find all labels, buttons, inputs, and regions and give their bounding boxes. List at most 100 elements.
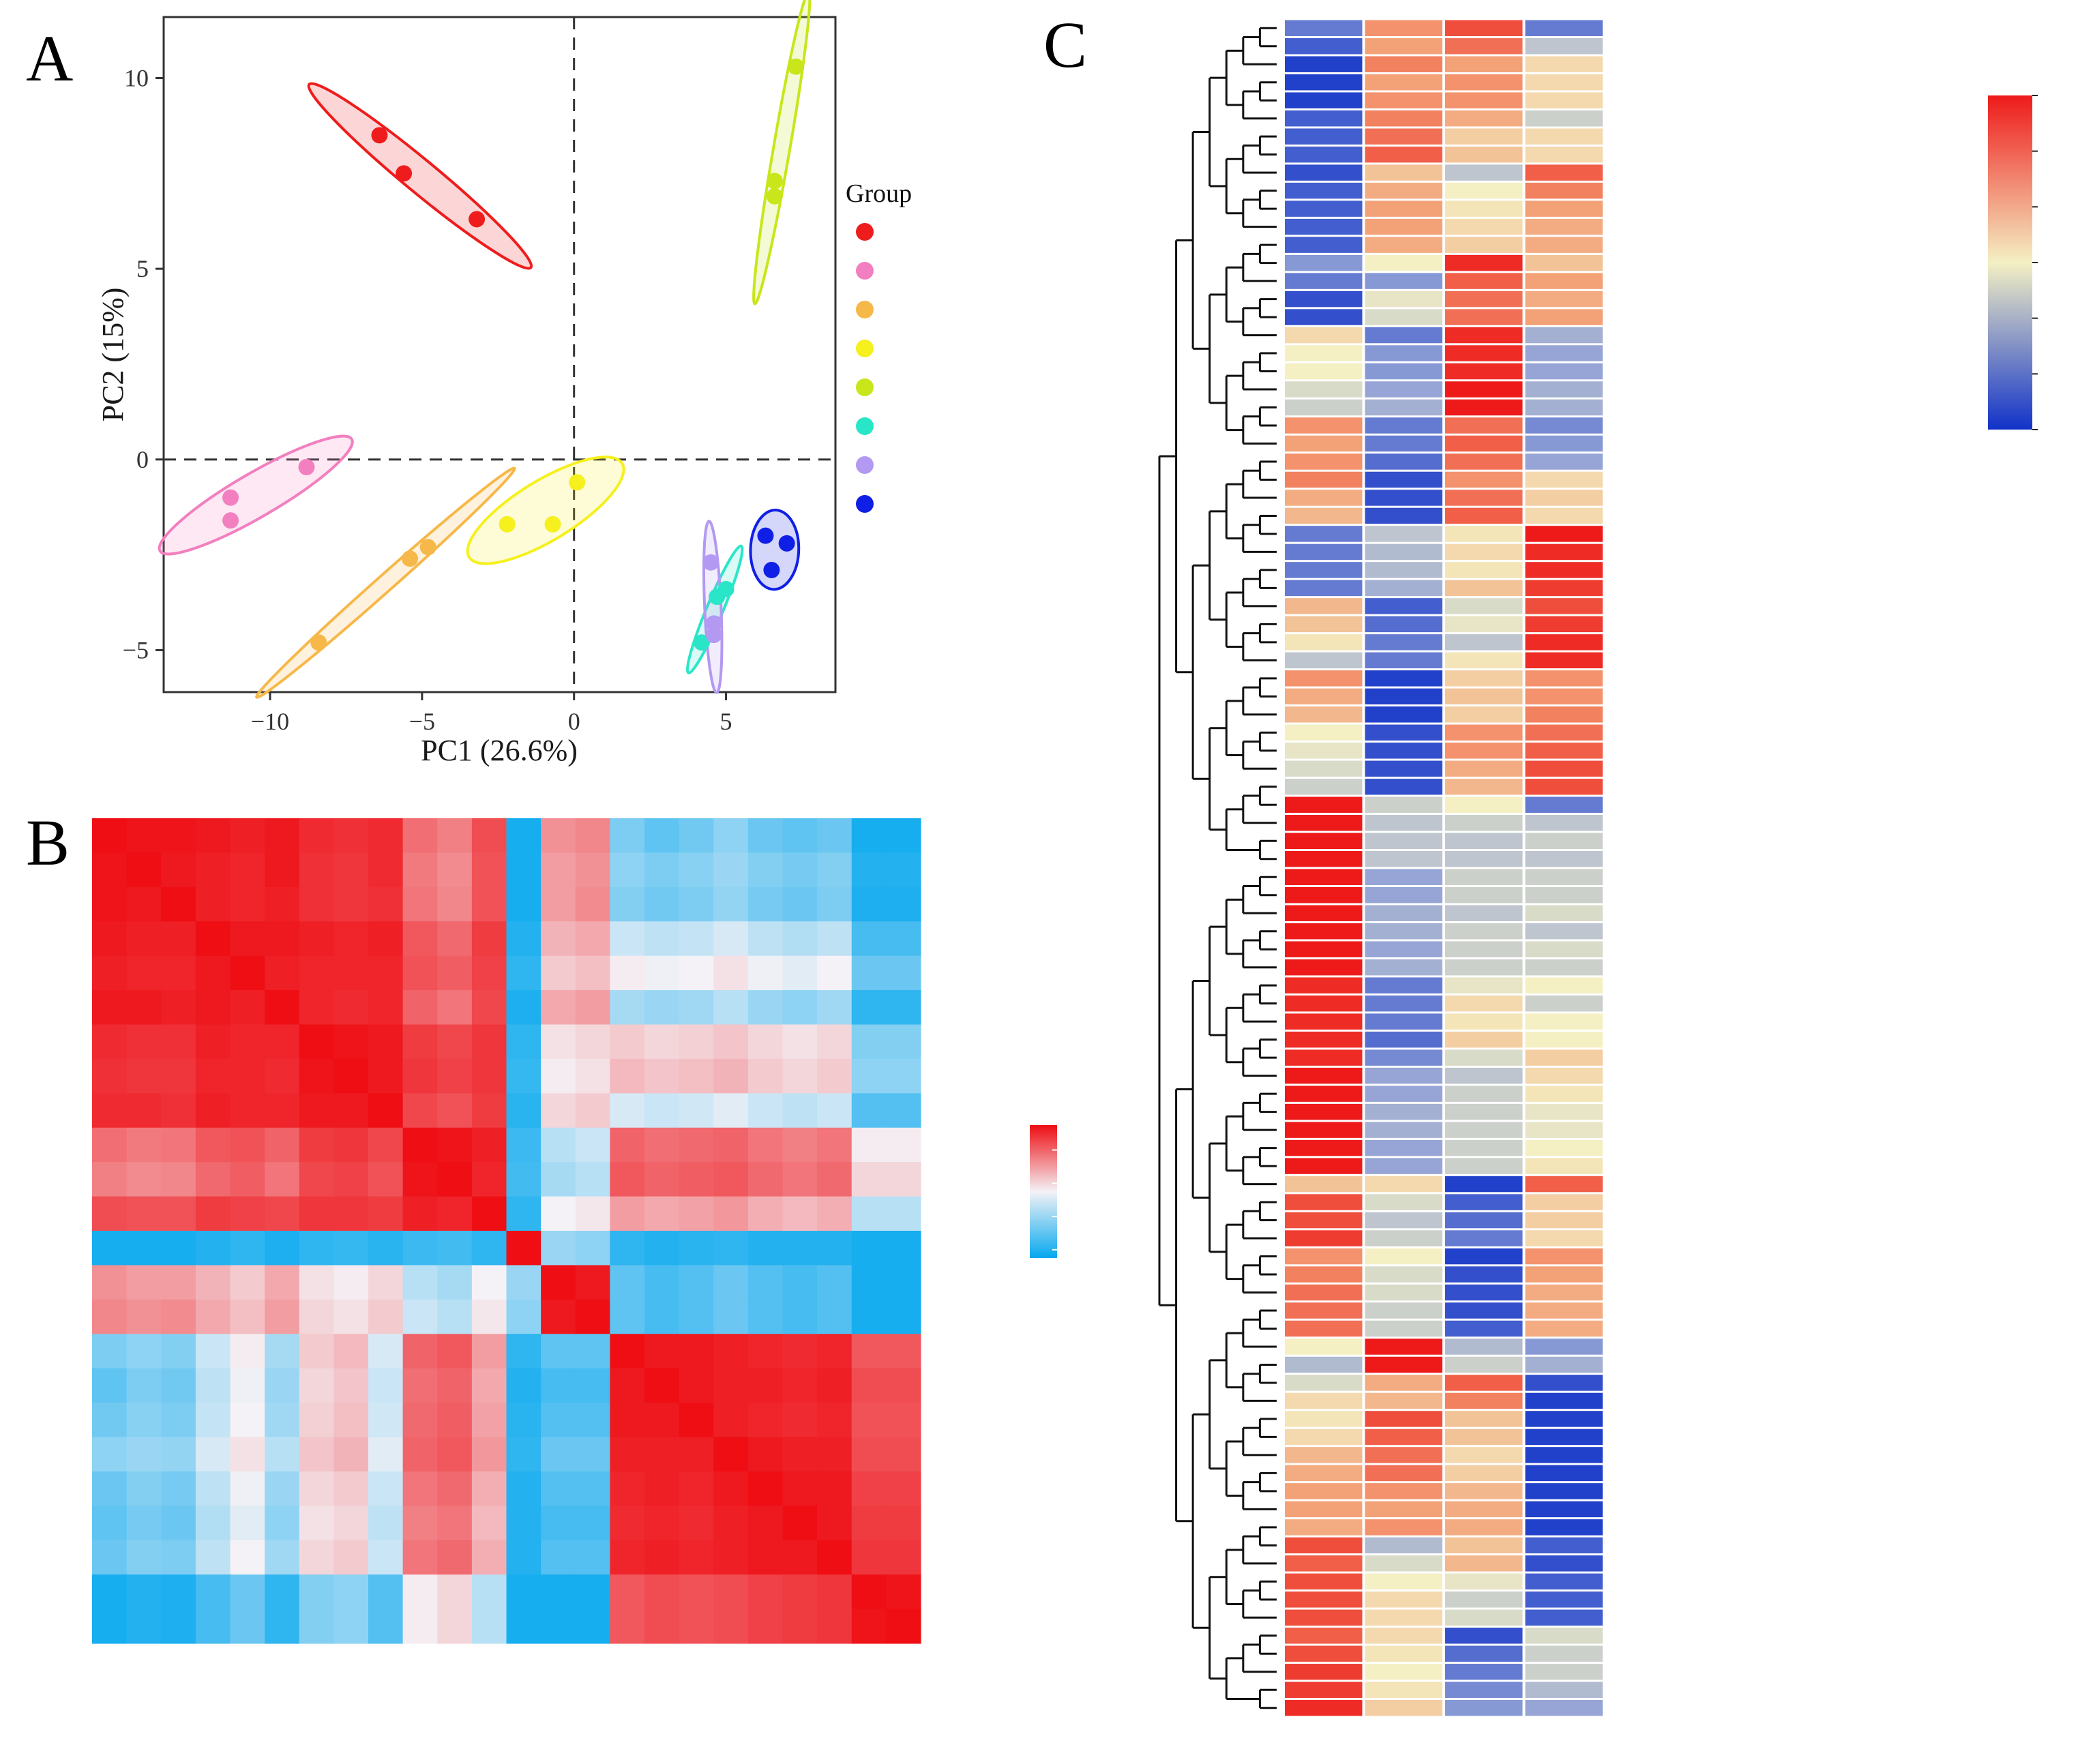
correlation-cell — [299, 886, 334, 922]
correlation-cell — [782, 1058, 818, 1094]
correlation-cell — [299, 818, 334, 854]
metabolite-cell — [1285, 616, 1363, 633]
metabolite-cell — [1445, 38, 1523, 55]
metabolite-cell — [1525, 254, 1603, 271]
metabolite-cell — [1445, 309, 1523, 325]
correlation-cell — [782, 1506, 818, 1541]
correlation-cell — [782, 1093, 818, 1128]
correlation-cell — [299, 1024, 334, 1060]
metabolite-cell — [1445, 1013, 1523, 1030]
metabolite-cell — [1285, 688, 1363, 705]
pca-legend-title: Group — [846, 179, 912, 208]
correlation-cell — [195, 1540, 231, 1575]
metabolite-cell — [1445, 760, 1523, 777]
metabolite-cell — [1365, 110, 1442, 127]
correlation-cell — [575, 852, 610, 888]
correlation-cell — [679, 1471, 714, 1506]
metabolite-cell — [1285, 1086, 1363, 1102]
metabolite-cell — [1445, 381, 1523, 398]
metabolite-cell — [1445, 977, 1523, 993]
metabolite-cell — [1365, 1284, 1442, 1301]
correlation-cell — [333, 955, 369, 991]
metabolite-cell — [1445, 1465, 1523, 1482]
metabolite-cell — [1525, 327, 1603, 344]
metabolite-cell — [1445, 490, 1523, 506]
metabolite-cell — [1445, 1628, 1523, 1644]
correlation-cell — [402, 1437, 438, 1472]
pca-point-ors3p — [544, 515, 561, 533]
correlation-cell — [161, 921, 196, 957]
correlation-cell — [506, 1574, 541, 1610]
metabolite-cell — [1445, 833, 1523, 850]
metabolite-cell — [1365, 471, 1442, 488]
pca-point-zsb5p — [766, 188, 783, 205]
correlation-cell — [437, 1058, 473, 1094]
pca-legend-swatch-ors1p — [856, 301, 874, 318]
correlation-cell — [851, 1265, 887, 1300]
correlation-cell — [126, 1162, 162, 1197]
pca-plot-frame — [162, 16, 837, 693]
correlation-cell — [610, 1334, 645, 1369]
metabolite-cell — [1525, 796, 1603, 813]
metabolite-cell — [1445, 507, 1523, 524]
correlation-cell — [817, 1609, 852, 1644]
correlation-cell — [679, 1299, 714, 1334]
metabolite-cell — [1285, 363, 1363, 380]
pca-point-orb8p — [298, 459, 315, 475]
metabolite-cell — [1365, 1248, 1442, 1265]
correlation-cell — [713, 886, 749, 922]
correlation-cell — [610, 1058, 645, 1094]
metabolite-cell — [1365, 1086, 1442, 1102]
metabolite-cell — [1365, 995, 1442, 1012]
correlation-cell — [265, 921, 300, 957]
correlation-cell — [747, 1574, 784, 1610]
metabolite-cell — [1445, 218, 1523, 235]
correlation-cell — [437, 1093, 473, 1128]
correlation-cell — [471, 1471, 507, 1506]
correlation-cell — [713, 1024, 749, 1060]
correlation-cell — [299, 1058, 334, 1094]
correlation-cell — [368, 852, 404, 888]
correlation-cell — [644, 1093, 680, 1128]
correlation-cell — [437, 1162, 473, 1197]
correlation-cell — [161, 1609, 196, 1644]
correlation-cell — [610, 1574, 645, 1610]
correlation-cell — [265, 1403, 300, 1438]
metabolite-cell — [1365, 1212, 1442, 1229]
metabolite-cell — [1445, 1031, 1523, 1048]
correlation-cell — [437, 818, 473, 854]
metabolite-cell — [1525, 363, 1603, 380]
correlation-cell — [230, 1196, 265, 1231]
metabolite-cell — [1445, 417, 1523, 434]
correlation-cell — [126, 1574, 162, 1610]
correlation-cell — [230, 818, 265, 854]
correlation-cell — [851, 955, 887, 991]
metabolite-cell — [1365, 182, 1442, 199]
metabolite-cell — [1285, 1356, 1363, 1373]
correlation-cell — [851, 1368, 887, 1403]
pca-point-ors3p — [569, 474, 586, 491]
metabolite-cell — [1285, 1700, 1363, 1716]
correlation-cell — [161, 852, 196, 888]
correlation-cell — [333, 1024, 369, 1060]
metabolite-cell — [1365, 941, 1442, 957]
correlation-cell — [333, 1403, 369, 1438]
correlation-cell — [333, 1574, 369, 1610]
pca-point-orb8p — [222, 489, 239, 506]
correlation-cell — [679, 1093, 714, 1128]
metabolite-cell — [1365, 38, 1442, 55]
correlation-cell — [195, 1299, 231, 1334]
correlation-cell — [161, 1299, 196, 1334]
correlation-cell — [747, 1334, 784, 1369]
correlation-cell — [299, 1403, 334, 1438]
correlation-cell — [851, 1093, 887, 1128]
correlation-cell — [333, 921, 369, 957]
correlation-cell — [368, 1540, 404, 1575]
correlation-cell — [610, 852, 645, 888]
correlation-cell — [230, 1540, 265, 1575]
metabolite-cell — [1445, 1212, 1523, 1229]
metabolite-cell — [1525, 1392, 1603, 1409]
metabolite-cell — [1445, 164, 1523, 181]
metabolite-cell — [1525, 941, 1603, 957]
